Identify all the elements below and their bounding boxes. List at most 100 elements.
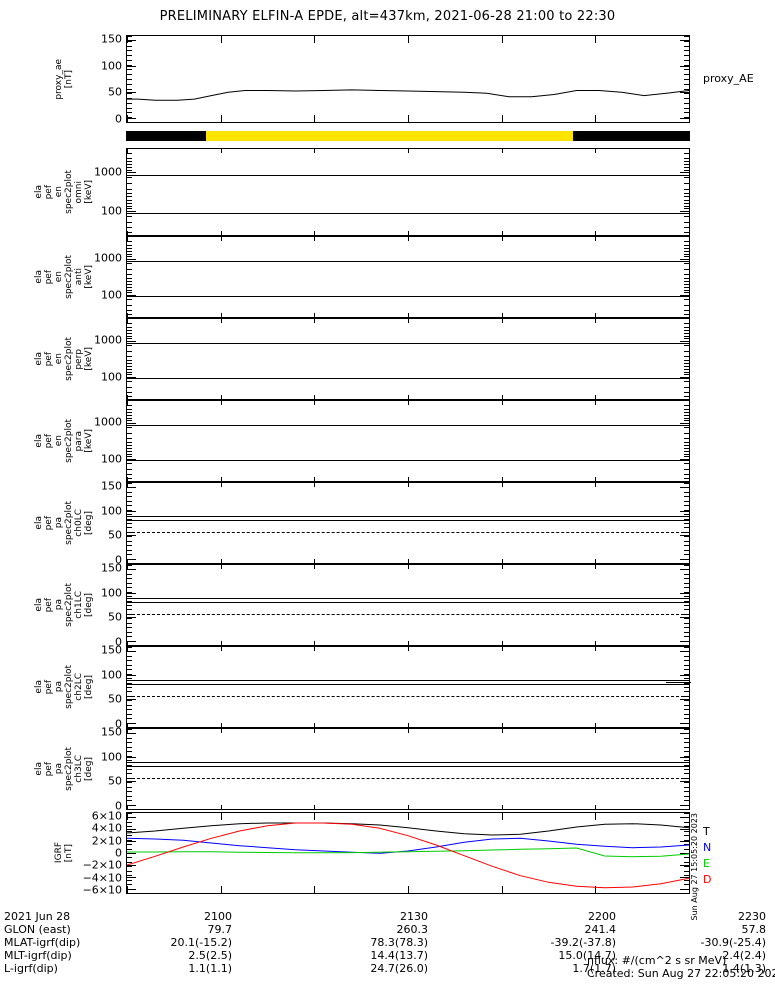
axis-minor-tick (684, 523, 689, 524)
axis-minor-tick (127, 536, 132, 537)
panel-label-line: pef (44, 515, 54, 531)
axis-minor-tick (684, 112, 689, 113)
axis-minor-tick (684, 222, 689, 223)
panel-label-line: pef (44, 679, 54, 695)
axis-x-tick (595, 115, 596, 122)
axis-minor-tick (127, 41, 132, 42)
axis-x-tick (127, 805, 128, 809)
axis-major-tick (127, 377, 136, 378)
axis-minor-tick (684, 196, 689, 197)
axis-minor-tick (684, 93, 689, 94)
axis-minor-tick (684, 623, 689, 624)
panel-label-line: [keV] (84, 429, 94, 453)
panel-label-line: ch1LC (74, 591, 84, 619)
axis-minor-tick (684, 445, 689, 446)
axis-minor-tick (127, 840, 132, 841)
axis-x-tick (502, 641, 503, 645)
panel-pef-pa-ch3lc (126, 728, 690, 810)
axis-minor-tick (684, 765, 689, 766)
axis-x-tick (595, 395, 596, 399)
axis-x-tick (408, 647, 409, 651)
axis-x-tick (408, 477, 409, 481)
axis-minor-tick (127, 314, 132, 315)
panel-label-line: [nT] (64, 69, 74, 89)
axis-major-tick (127, 423, 136, 424)
spectrogram-band-edge (127, 296, 689, 297)
axis-minor-tick (127, 683, 132, 684)
panel-label-line: ch0LC (74, 509, 84, 537)
panel-proxy-ae (126, 35, 690, 123)
axis-x-tick (221, 237, 222, 241)
axis-major-tick (680, 699, 689, 700)
axis-x-tick (127, 477, 128, 481)
annotation-column-0: 2100 79.7 20.1(-15.2) 2.5(2.5) 1.1(1.1) (0, 910, 232, 975)
axis-minor-tick (127, 363, 132, 364)
panel-pef-pa-ch0lc (126, 482, 690, 564)
panel-label-line: [keV] (84, 265, 94, 289)
axis-minor-tick (127, 405, 132, 406)
axis-minor-tick (684, 463, 689, 464)
ytick-label: 150 (101, 561, 122, 575)
axis-x-tick (314, 36, 315, 43)
spectrogram-band-edge (127, 460, 689, 461)
panel-label-line: pa (54, 517, 64, 529)
axis-minor-tick (127, 782, 132, 783)
axis-minor-tick (127, 167, 132, 168)
panel-pef-pa-ch2lc (126, 646, 691, 728)
axis-minor-tick (127, 478, 132, 479)
panel-label-line: en (54, 186, 64, 198)
axis-x-tick (127, 813, 128, 820)
axis-minor-tick (684, 691, 689, 692)
axis-minor-tick (127, 647, 132, 648)
ytick-label: 150 (101, 725, 122, 739)
annotation-cell: 1.1(1.1) (188, 962, 232, 975)
panel-pef-en-perp (126, 318, 690, 400)
axis-x-tick (221, 813, 222, 820)
axis-minor-tick (127, 835, 132, 836)
axis-major-tick (680, 423, 689, 424)
axis-minor-tick (127, 263, 132, 264)
axis-minor-tick (127, 569, 132, 570)
axis-x-tick (689, 149, 690, 153)
row-label-3: MLT-igrf(dip) (4, 949, 72, 962)
axis-minor-tick (684, 844, 689, 845)
panel-label-line: pef (44, 433, 54, 449)
coverage-segment (126, 131, 207, 141)
axis-minor-tick (127, 651, 132, 652)
axis-minor-tick (684, 418, 689, 419)
axis-minor-tick (684, 469, 689, 470)
axis-x-tick (314, 723, 315, 727)
panel-label-line: ch3LC (74, 755, 84, 783)
axis-minor-tick (127, 392, 132, 393)
legend-igrf-D: D (703, 873, 712, 886)
axis-x-tick (689, 641, 690, 645)
axis-minor-tick (684, 232, 689, 233)
axis-minor-tick (684, 709, 689, 710)
axis-minor-tick (127, 366, 132, 367)
axis-minor-tick (684, 227, 689, 228)
axis-minor-tick (127, 448, 132, 449)
annotation-cell: 1.4(1.3) (722, 962, 766, 975)
axis-minor-tick (684, 647, 689, 648)
axis-minor-tick (684, 336, 689, 337)
axis-minor-tick (684, 678, 689, 679)
axis-minor-tick (684, 122, 689, 123)
axis-major-tick (680, 295, 689, 296)
axis-minor-tick (127, 813, 132, 814)
axis-minor-tick (684, 751, 689, 752)
axis-major-tick (127, 829, 136, 830)
axis-minor-tick (127, 206, 132, 207)
axis-minor-tick (127, 700, 132, 701)
axis-x-tick (689, 647, 690, 651)
panel-label-pef-en-omni: ela pef en spec2plot omni [keV] (8, 148, 120, 236)
axis-minor-tick (127, 483, 132, 484)
panel-label-line: perp (74, 348, 84, 370)
axis-minor-tick (684, 645, 689, 646)
axis-minor-tick (684, 65, 689, 66)
ytick-label: 50 (108, 774, 122, 788)
axis-minor-tick (127, 327, 132, 328)
axis-minor-tick (127, 256, 132, 257)
axis-minor-tick (127, 112, 132, 113)
axis-x-tick (502, 559, 503, 563)
ytick-label: −6×10 (82, 883, 122, 897)
